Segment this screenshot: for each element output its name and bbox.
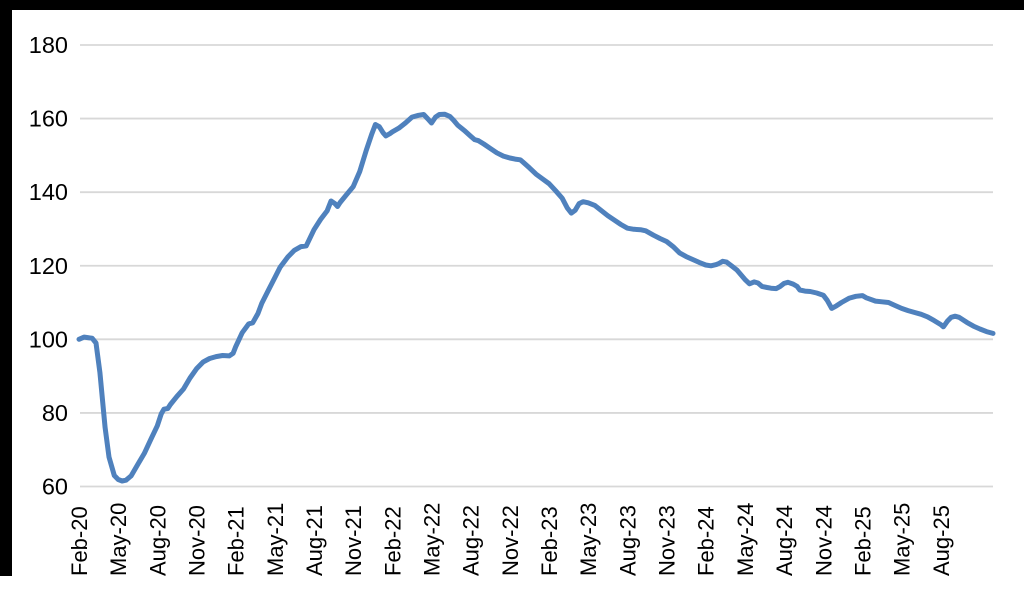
y-axis-tick-label: 140 xyxy=(29,179,68,205)
data-series-line xyxy=(76,111,996,484)
x-axis-tick-label: Feb-25 xyxy=(850,506,875,576)
x-axis-tick-label: May-25 xyxy=(890,503,915,576)
x-axis-tick-label: Aug-22 xyxy=(459,505,484,576)
y-axis-labels-group: 60 80 100 120 140 160 180 xyxy=(29,32,68,500)
x-axis-tick-label: May-23 xyxy=(576,503,601,576)
gridlines-group xyxy=(80,44,993,488)
x-axis-tick-label: May-20 xyxy=(106,503,131,576)
left-border-bar xyxy=(0,0,12,576)
x-axis-tick-label: Nov-20 xyxy=(185,505,210,576)
y-axis-tick-label: 100 xyxy=(29,326,68,352)
x-axis-tick-label: May-24 xyxy=(733,503,758,576)
x-axis-labels-group: Feb-20 May-20 Aug-20 Nov-20 Feb-21 May-21 Aug-… xyxy=(67,503,954,576)
x-axis-tick-label: Feb-20 xyxy=(67,506,92,576)
y-axis-tick-label: 80 xyxy=(42,400,68,426)
x-axis-tick-label: Feb-21 xyxy=(224,506,249,576)
y-axis-tick-label: 120 xyxy=(29,253,68,279)
x-axis-tick-label: Feb-24 xyxy=(694,506,719,576)
x-axis-tick-label: May-22 xyxy=(420,503,445,576)
x-axis-tick-label: Aug-24 xyxy=(772,505,797,576)
x-axis-tick-label: Nov-22 xyxy=(498,505,523,576)
x-axis-tick-label: Feb-22 xyxy=(380,506,405,576)
x-axis-tick-label: Aug-23 xyxy=(615,505,640,576)
y-axis-tick-label: 60 xyxy=(42,474,68,500)
x-axis-tick-label: Nov-24 xyxy=(811,505,836,576)
x-axis-tick-label: Aug-21 xyxy=(302,505,327,576)
series-group xyxy=(76,111,996,484)
x-axis-tick-label: Aug-20 xyxy=(145,505,170,576)
x-axis-tick-label: Aug-25 xyxy=(929,505,954,576)
top-border-bar xyxy=(0,0,1024,10)
y-axis-tick-label: 180 xyxy=(29,32,68,58)
y-axis-tick-label: 160 xyxy=(29,106,68,132)
x-axis-tick-label: Nov-21 xyxy=(341,505,366,576)
x-axis-tick-label: Nov-23 xyxy=(655,505,680,576)
x-axis-tick-label: Feb-23 xyxy=(537,506,562,576)
x-axis-tick-label: May-21 xyxy=(263,503,288,576)
